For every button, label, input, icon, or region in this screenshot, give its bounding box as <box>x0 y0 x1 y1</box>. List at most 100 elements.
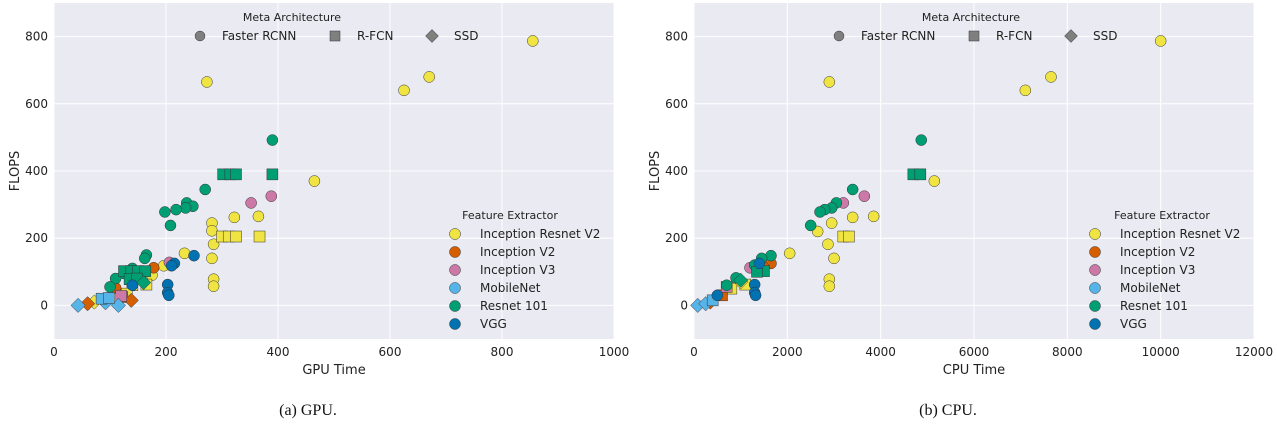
point-inception-resnet-v2-faster-rcnn <box>1154 35 1167 47</box>
legend-label-faster-rcnn: Faster RCNN <box>222 29 296 43</box>
scatter-points <box>690 35 1167 313</box>
point-resnet-101-faster-rcnn <box>104 281 116 293</box>
point-mobilenet-r-fcn <box>103 292 115 304</box>
y-tick-label: 200 <box>25 231 48 245</box>
x-tick-label: 8000 <box>1052 345 1083 359</box>
point-vgg-faster-rcnn <box>188 249 200 262</box>
feature-legend-title: Feature Extractor <box>1114 209 1210 222</box>
legend-marker-mobilenet-icon <box>1089 282 1101 294</box>
point-inception-resnet-v2-faster-rcnn <box>1045 71 1057 83</box>
point-inception-resnet-v2-faster-rcnn <box>398 84 410 97</box>
x-tick-label: 1000 <box>599 345 630 359</box>
legend-marker-diamond-icon <box>425 29 439 43</box>
point-inception-resnet-v2-faster-rcnn <box>252 210 265 223</box>
panel-cpu: 0 200 400 600 800 0 2000 4000 6000 8000 10000 1200… <box>648 3 1273 419</box>
point-inception-resnet-v2-faster-rcnn <box>178 247 191 260</box>
point-resnet-101-ssd <box>136 275 152 291</box>
point-resnet-101-faster-rcnn <box>138 252 151 265</box>
legend-marker-circle-icon <box>194 30 206 42</box>
point-resnet-101-faster-rcnn <box>804 219 817 232</box>
legend-label-r-fcn: R-FCN <box>996 29 1032 43</box>
x-axis-label: GPU Time <box>302 363 365 378</box>
x-tick-label: 0 <box>690 345 698 359</box>
legend-marker-mobilenet-icon <box>449 282 461 294</box>
y-tick-label: 600 <box>665 97 688 111</box>
point-resnet-101-faster-rcnn <box>846 183 859 196</box>
point-inception-resnet-v2-faster-rcnn <box>228 211 241 224</box>
point-inception-resnet-v2-faster-rcnn <box>828 252 840 265</box>
point-resnet-101-faster-rcnn <box>814 206 826 218</box>
x-tick-label: 10000 <box>1142 345 1180 359</box>
x-tick-labels: 0 2000 4000 6000 8000 10000 12000 <box>690 345 1273 359</box>
y-tick-label: 400 <box>25 164 48 178</box>
legend-label-inception-v3: Inception V3 <box>1120 263 1195 277</box>
point-inception-resnet-v2-faster-rcnn <box>207 280 220 292</box>
point-resnet-101-r-fcn <box>266 168 279 181</box>
legend-marker-inception-v2-icon <box>449 246 461 258</box>
point-inception-resnet-v2-r-fcn <box>230 230 242 243</box>
y-tick-label: 400 <box>665 164 688 178</box>
point-inception-resnet-v2-faster-rcnn <box>527 35 539 47</box>
point-inception-resnet-v2-faster-rcnn <box>825 217 838 229</box>
x-tick-label: 0 <box>50 345 58 359</box>
legend-marker-circle-icon <box>833 30 845 42</box>
y-tick-label: 600 <box>25 97 48 111</box>
point-resnet-101-r-fcn <box>230 168 242 181</box>
point-vgg-faster-rcnn <box>126 279 139 291</box>
x-tick-label: 800 <box>491 345 514 359</box>
feature-extractor-legend: Feature Extractor Inception Resnet V2 Ince… <box>1089 209 1240 331</box>
meta-legend-title: Meta Architecture <box>922 11 1020 24</box>
y-axis-label: FLOPS <box>8 151 23 192</box>
point-inception-resnet-v2-faster-rcnn <box>822 238 834 250</box>
legend-marker-square-icon <box>968 30 980 42</box>
legend-marker-resnet-101-icon <box>449 300 461 312</box>
x-tick-label: 6000 <box>959 345 990 359</box>
point-inception-resnet-v2-r-fcn <box>843 230 855 243</box>
y-tick-label: 800 <box>25 30 48 44</box>
point-resnet-101-r-fcn <box>914 168 927 181</box>
grid-lines <box>693 3 1255 339</box>
point-inception-v3-faster-rcnn <box>858 190 871 202</box>
legend-label-faster-rcnn: Faster RCNN <box>861 29 935 43</box>
legend-label-inception-v2: Inception V2 <box>1120 245 1195 259</box>
point-inception-resnet-v2-faster-rcnn <box>206 252 218 265</box>
point-inception-v3-faster-rcnn <box>265 190 278 202</box>
point-inception-resnet-v2-faster-rcnn <box>201 76 213 88</box>
x-tick-label: 400 <box>267 345 290 359</box>
point-resnet-101-faster-rcnn <box>199 183 211 196</box>
point-resnet-101-faster-rcnn <box>720 279 733 291</box>
legend-label-ssd: SSD <box>454 29 478 43</box>
legend-label-vgg: VGG <box>480 317 507 331</box>
legend-marker-inception-resnet-v2-icon <box>1089 228 1101 240</box>
point-inception-resnet-v2-faster-rcnn <box>823 280 836 292</box>
feature-legend-title: Feature Extractor <box>462 209 558 222</box>
point-inception-resnet-v2-faster-rcnn <box>867 210 880 223</box>
legend-marker-inception-resnet-v2-icon <box>449 228 461 240</box>
meta-architecture-legend: Meta Architecture Faster RCNN R-FCN SSD <box>194 11 478 43</box>
point-resnet-101-faster-rcnn <box>159 206 171 218</box>
legend-label-r-fcn: R-FCN <box>357 29 393 43</box>
legend-label-inception-resnet-v2: Inception Resnet V2 <box>480 227 600 241</box>
point-inception-v2-ssd <box>80 296 96 312</box>
legend-marker-resnet-101-icon <box>1089 300 1101 312</box>
legend-marker-square-icon <box>329 30 341 42</box>
point-mobilenet-ssd <box>70 297 86 313</box>
point-resnet-101-ssd <box>733 272 749 288</box>
legend-label-inception-v2: Inception V2 <box>480 245 555 259</box>
legend-label-resnet-101: Resnet 101 <box>480 299 548 313</box>
point-vgg-faster-rcnn <box>165 260 178 272</box>
x-tick-label: 2000 <box>772 345 803 359</box>
legend-marker-inception-v3-icon <box>1089 264 1101 276</box>
legend-label-mobilenet: MobileNet <box>1120 281 1181 295</box>
y-tick-label: 0 <box>680 298 688 312</box>
legend-label-vgg: VGG <box>1120 317 1147 331</box>
point-resnet-101-faster-rcnn <box>164 219 177 232</box>
meta-legend-title: Meta Architecture <box>243 11 341 24</box>
panel-caption: (b) CPU. <box>919 402 977 419</box>
meta-architecture-legend: Meta Architecture Faster RCNN R-FCN SSD <box>833 11 1117 43</box>
point-inception-resnet-v2-faster-rcnn <box>206 225 218 237</box>
point-resnet-101-faster-rcnn <box>915 134 928 146</box>
x-tick-label: 200 <box>155 345 178 359</box>
y-tick-label: 0 <box>40 298 48 312</box>
